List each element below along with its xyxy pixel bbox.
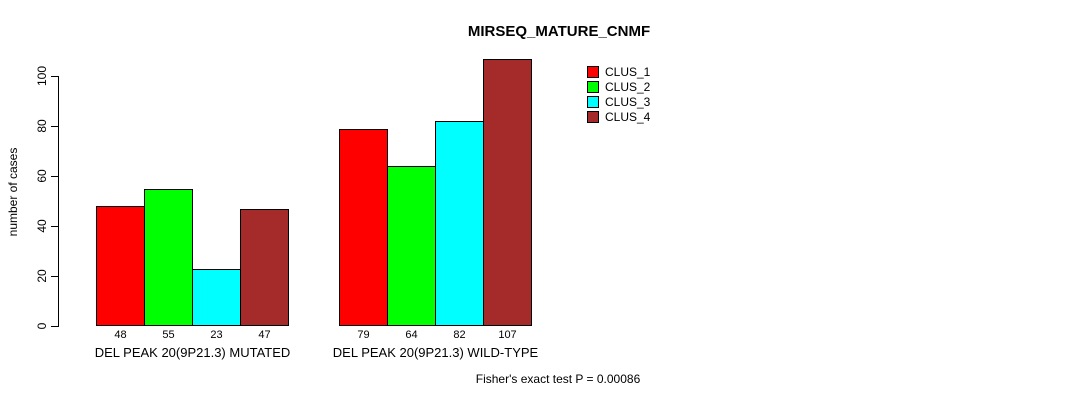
bar-clus_1-group2: 79 — [339, 128, 388, 341]
bar-value-label: 64 — [405, 329, 418, 341]
bar-clus_4-group1: 47 — [240, 208, 289, 341]
annotation-fisher-test: Fisher's exact test P = 0.00086 — [475, 372, 641, 386]
bar-clus_3-group2: 82 — [435, 121, 484, 341]
legend-item-clus_1: CLUS_1 — [587, 65, 650, 79]
legend-swatch-clus_1 — [587, 66, 599, 78]
y-axis-title: number of cases — [6, 147, 20, 237]
y-axis-tick-label: 80 — [35, 119, 49, 133]
y-axis-tick-label: 0 — [35, 322, 49, 330]
bar-clus_2-group1: 55 — [144, 188, 193, 341]
y-axis-tick-mark — [51, 176, 58, 177]
legend-swatch-clus_3 — [587, 96, 599, 108]
legend: CLUS_1 CLUS_2 CLUS_3 CLUS_4 — [587, 65, 650, 125]
y-axis-tick-mark — [51, 76, 58, 77]
legend-item-clus_4: CLUS_4 — [587, 110, 650, 124]
bar-value-label: 55 — [162, 329, 175, 341]
y-axis-tick-label: 40 — [35, 219, 49, 233]
bar-clus_2-group2: 64 — [387, 166, 436, 341]
bar-value-label: 79 — [357, 329, 370, 341]
y-axis-line — [58, 76, 59, 327]
legend-label: CLUS_1 — [605, 65, 651, 79]
y-axis-tick-mark — [51, 276, 58, 277]
legend-item-clus_3: CLUS_3 — [587, 95, 650, 109]
legend-item-clus_2: CLUS_2 — [587, 80, 650, 94]
y-axis-tick-mark — [51, 326, 58, 327]
bar-clus_1-group1: 48 — [96, 206, 145, 341]
chart-title: MIRSEQ_MATURE_CNMF — [467, 23, 651, 40]
bar-clus_3-group1: 23 — [192, 268, 241, 341]
legend-swatch-clus_4 — [587, 111, 599, 123]
bar-value-label: 47 — [258, 329, 271, 341]
legend-label: CLUS_2 — [605, 80, 651, 94]
bar-value-label: 82 — [453, 329, 466, 341]
bar-group-2: 79 64 82 107 DEL PEAK 20(9P21.3) WILD-TYPE — [333, 58, 538, 360]
y-axis-tick-label: 60 — [35, 169, 49, 183]
y-axis-tick-label: 100 — [35, 65, 49, 87]
bar-clus_4-group2: 107 — [483, 58, 532, 341]
legend-swatch-clus_2 — [587, 81, 599, 93]
bar-value-label: 48 — [114, 329, 127, 341]
y-axis-tick-label: 20 — [35, 269, 49, 283]
x-axis-group-label: DEL PEAK 20(9P21.3) WILD-TYPE — [332, 345, 539, 360]
legend-label: CLUS_4 — [605, 110, 651, 124]
legend-label: CLUS_3 — [605, 95, 651, 109]
bar-value-label: 23 — [210, 329, 223, 341]
y-axis-tick-mark — [51, 226, 58, 227]
y-axis-tick-mark — [51, 126, 58, 127]
bar-group-1: 48 55 23 47 DEL PEAK 20(9P21.3) MUTATED — [95, 188, 290, 360]
x-axis-group-label: DEL PEAK 20(9P21.3) MUTATED — [94, 345, 291, 360]
bar-value-label: 107 — [498, 329, 517, 341]
